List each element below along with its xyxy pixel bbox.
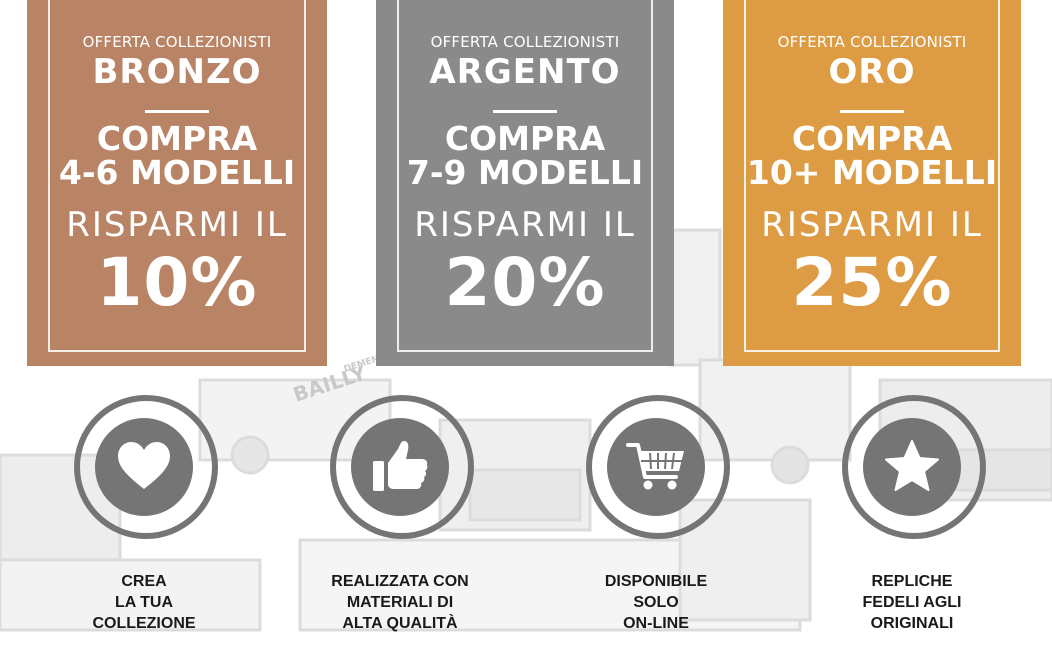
buy-line-2: 10+ MODELLI bbox=[746, 153, 998, 192]
offer-card-argento: OFFERTA COLLEZIONISTI ARGENTO COMPRA 7-9… bbox=[376, 0, 674, 366]
feature-caption: CREA LA TUA COLLEZIONE bbox=[44, 571, 244, 634]
card-frame bbox=[397, 0, 653, 352]
thumbs-up-icon bbox=[373, 441, 428, 491]
buy-line-1: COMPRA bbox=[96, 119, 258, 158]
shopping-cart-icon bbox=[626, 443, 684, 490]
discount-percent: 10% bbox=[96, 244, 258, 321]
star-icon bbox=[885, 440, 939, 491]
tier-name: ORO bbox=[828, 52, 916, 92]
offer-card-bronzo: OFFERTA COLLEZIONISTI BRONZO COMPRA 4-6 … bbox=[27, 0, 327, 366]
icon-ring bbox=[586, 395, 730, 539]
save-label: RISPARMI IL bbox=[761, 205, 983, 245]
icon-disc bbox=[607, 418, 705, 516]
divider bbox=[145, 110, 209, 113]
offer-label: OFFERTA COLLEZIONISTI bbox=[430, 33, 620, 51]
buy-line-1: COMPRA bbox=[444, 119, 606, 158]
icon-disc bbox=[863, 418, 961, 516]
offer-card-oro: OFFERTA COLLEZIONISTI ORO COMPRA 10+ MOD… bbox=[723, 0, 1021, 366]
caption-line: DISPONIBILE bbox=[604, 573, 708, 590]
icon-ring bbox=[330, 395, 474, 539]
discount-percent: 20% bbox=[444, 244, 606, 321]
discount-percent: 25% bbox=[791, 244, 953, 321]
card-frame bbox=[48, 0, 306, 352]
caption-line: LA TUA bbox=[114, 594, 174, 611]
offer-label: OFFERTA COLLEZIONISTI bbox=[82, 33, 272, 51]
buy-line-1: COMPRA bbox=[791, 119, 953, 158]
caption-line: REALIZZATA CON bbox=[331, 573, 469, 590]
buy-line-2: 7-9 MODELLI bbox=[406, 153, 644, 192]
icon-ring bbox=[74, 395, 218, 539]
divider bbox=[493, 110, 557, 113]
feature-caption: REALIZZATA CON MATERIALI DI ALTA QUALITÀ bbox=[300, 571, 500, 634]
caption-line: FEDELI AGLI bbox=[862, 594, 962, 611]
caption-line: COLLEZIONE bbox=[92, 615, 196, 632]
save-label: RISPARMI IL bbox=[66, 205, 288, 245]
feature-caption: REPLICHE FEDELI AGLI ORIGINALI bbox=[812, 571, 1012, 634]
feature-caption: DISPONIBILE SOLO ON-LINE bbox=[556, 571, 756, 634]
caption-line: ALTA QUALITÀ bbox=[342, 615, 458, 632]
icon-disc bbox=[95, 418, 193, 516]
card-frame bbox=[744, 0, 1000, 352]
divider bbox=[840, 110, 904, 113]
heart-icon bbox=[118, 442, 170, 489]
icon-ring bbox=[842, 395, 986, 539]
caption-line: SOLO bbox=[633, 594, 679, 611]
tier-name: BRONZO bbox=[92, 52, 262, 92]
offer-label: OFFERTA COLLEZIONISTI bbox=[777, 33, 967, 51]
save-label: RISPARMI IL bbox=[414, 205, 636, 245]
caption-line: ORIGINALI bbox=[870, 615, 954, 632]
caption-line: ON-LINE bbox=[623, 615, 689, 632]
caption-line: REPLICHE bbox=[871, 573, 953, 590]
buy-line-2: 4-6 MODELLI bbox=[58, 153, 296, 192]
tier-name: ARGENTO bbox=[429, 52, 621, 92]
icon-disc bbox=[351, 418, 449, 516]
caption-line: MATERIALI DI bbox=[346, 594, 454, 611]
caption-line: CREA bbox=[121, 573, 167, 590]
